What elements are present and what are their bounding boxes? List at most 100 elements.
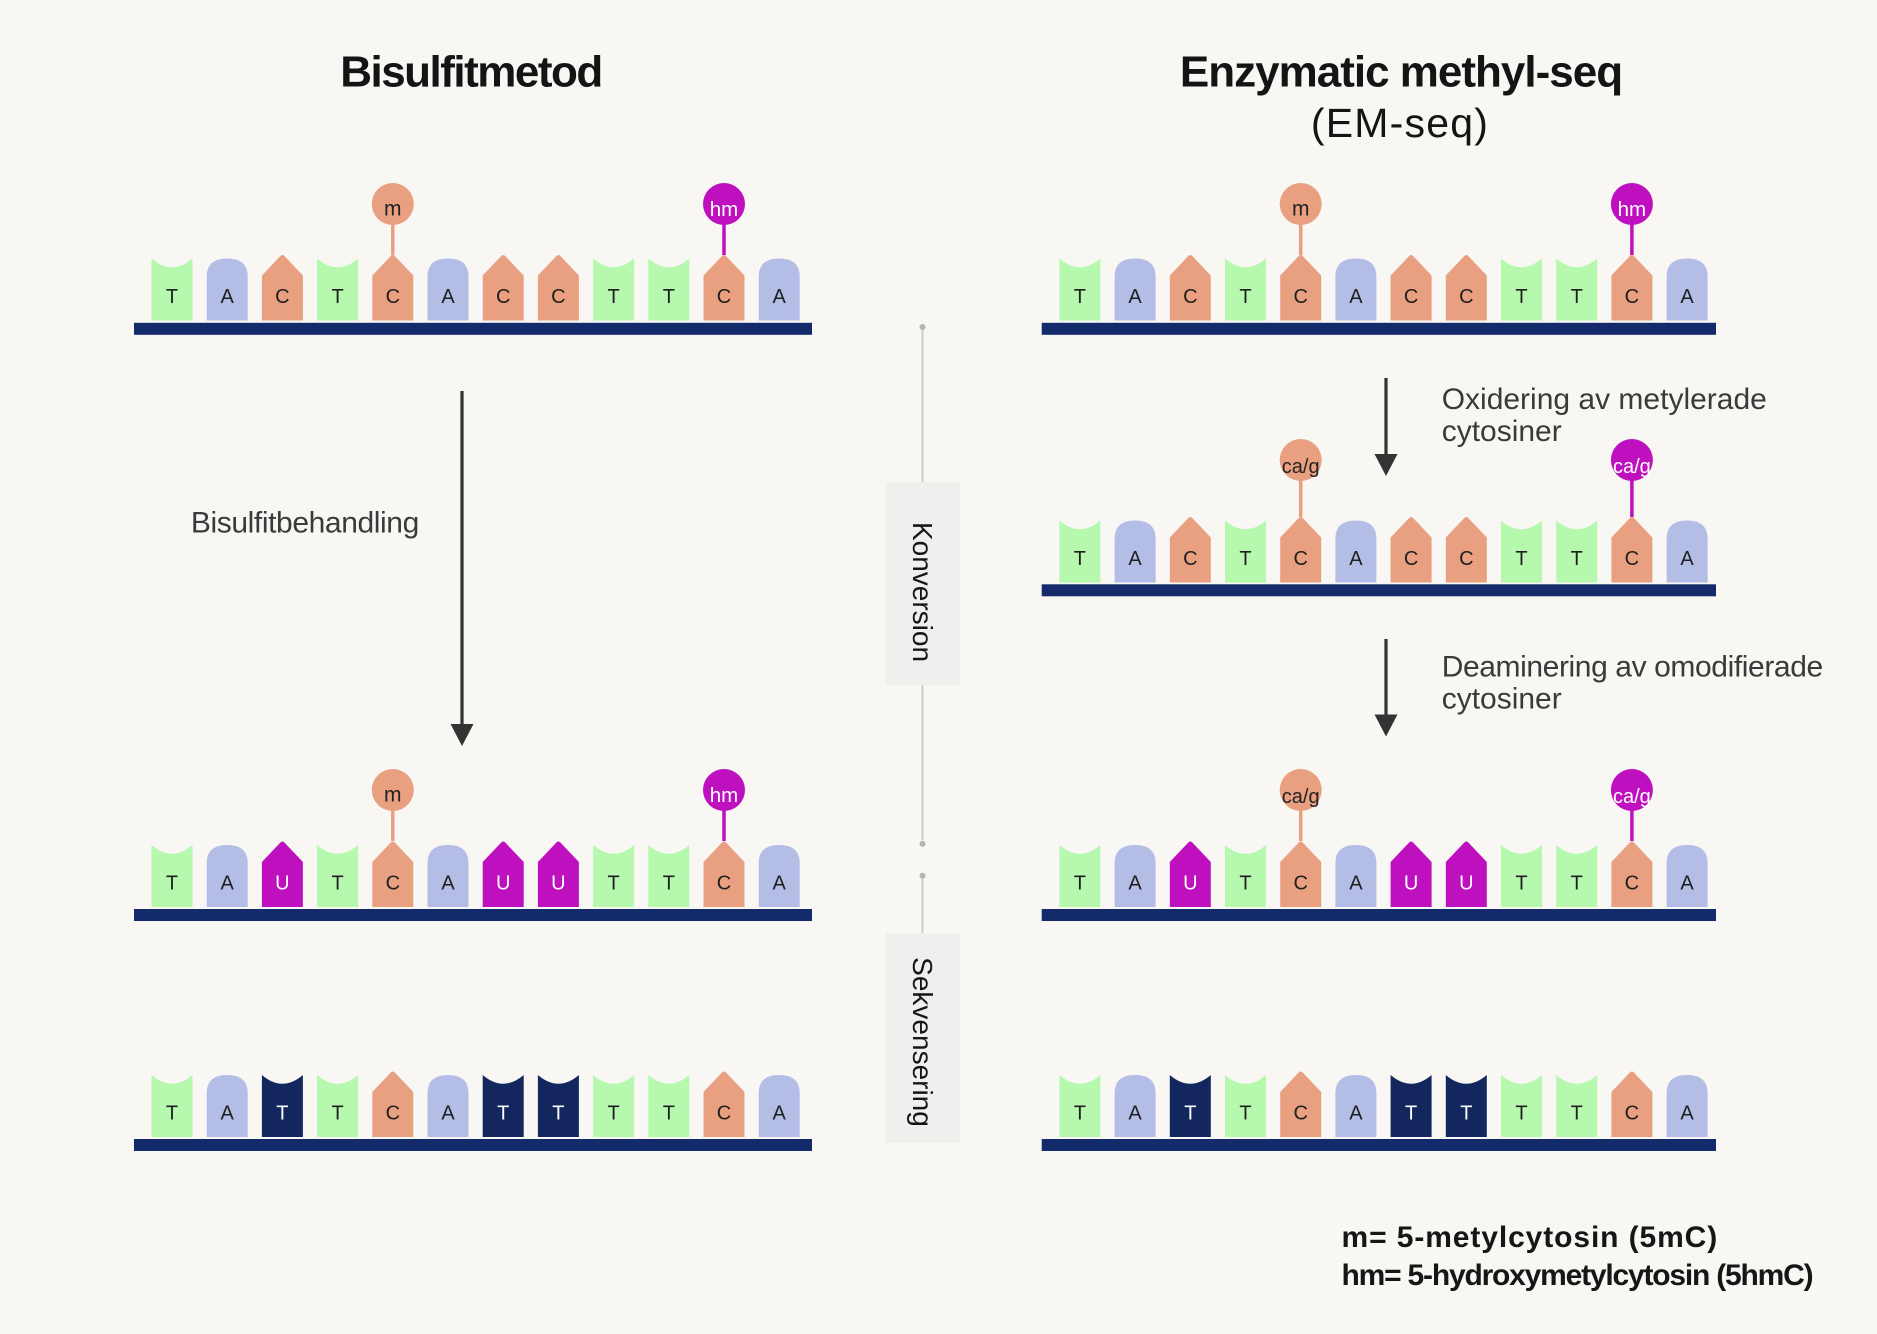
- svg-text:T: T: [1515, 1103, 1527, 1125]
- svg-text:A: A: [221, 286, 235, 308]
- svg-text:A: A: [1349, 873, 1363, 895]
- svg-text:T: T: [331, 1103, 343, 1125]
- svg-text:Bisulfitmetod: Bisulfitmetod: [340, 47, 602, 96]
- svg-text:C: C: [496, 286, 510, 308]
- svg-text:T: T: [663, 873, 675, 895]
- svg-text:T: T: [276, 1103, 288, 1125]
- svg-text:C: C: [551, 286, 565, 308]
- svg-text:Sekvensering: Sekvensering: [907, 957, 938, 1127]
- svg-text:T: T: [607, 286, 619, 308]
- svg-text:T: T: [166, 1103, 178, 1125]
- svg-text:A: A: [1680, 873, 1694, 895]
- svg-text:C: C: [1459, 548, 1473, 570]
- svg-text:C: C: [1293, 873, 1307, 895]
- svg-text:T: T: [1239, 873, 1251, 895]
- svg-text:cytosiner: cytosiner: [1442, 415, 1562, 448]
- svg-text:T: T: [331, 873, 343, 895]
- svg-text:cytosiner: cytosiner: [1442, 682, 1562, 715]
- svg-text:A: A: [1680, 1103, 1694, 1125]
- svg-text:A: A: [441, 286, 455, 308]
- svg-text:U: U: [275, 873, 289, 895]
- svg-text:T: T: [1571, 1103, 1583, 1125]
- svg-text:hm= 5-hydroxymetylcytosin (5hm: hm= 5-hydroxymetylcytosin (5hmC): [1342, 1259, 1813, 1292]
- svg-text:T: T: [166, 286, 178, 308]
- svg-text:C: C: [386, 1103, 400, 1125]
- svg-text:(EM-seq): (EM-seq): [1311, 100, 1489, 146]
- svg-text:T: T: [552, 1103, 564, 1125]
- svg-text:Enzymatic methyl-seq: Enzymatic methyl-seq: [1180, 47, 1622, 96]
- svg-text:m: m: [384, 198, 402, 221]
- svg-text:hm: hm: [1618, 198, 1646, 221]
- svg-text:A: A: [1128, 1103, 1142, 1125]
- svg-text:C: C: [1625, 286, 1639, 308]
- svg-text:ca/g: ca/g: [1282, 456, 1320, 478]
- svg-text:T: T: [1515, 873, 1527, 895]
- svg-text:T: T: [1515, 548, 1527, 570]
- svg-text:C: C: [1293, 548, 1307, 570]
- svg-text:m: m: [1292, 198, 1310, 221]
- svg-text:A: A: [1128, 548, 1142, 570]
- svg-text:T: T: [1405, 1103, 1417, 1125]
- svg-text:T: T: [663, 286, 675, 308]
- svg-text:C: C: [386, 873, 400, 895]
- svg-text:C: C: [1183, 286, 1197, 308]
- svg-text:A: A: [441, 1103, 455, 1125]
- svg-text:T: T: [607, 873, 619, 895]
- svg-text:C: C: [1625, 548, 1639, 570]
- svg-text:A: A: [1128, 286, 1142, 308]
- svg-text:T: T: [663, 1103, 675, 1125]
- svg-text:ca/g: ca/g: [1282, 786, 1320, 808]
- svg-text:T: T: [497, 1103, 509, 1125]
- svg-text:Bisulfitbehandling: Bisulfitbehandling: [191, 506, 419, 539]
- svg-text:T: T: [1515, 286, 1527, 308]
- svg-text:T: T: [331, 286, 343, 308]
- svg-text:A: A: [1349, 286, 1363, 308]
- svg-text:m: m: [384, 784, 402, 807]
- svg-text:Konversion: Konversion: [907, 522, 938, 662]
- svg-text:A: A: [1128, 873, 1142, 895]
- svg-text:C: C: [1459, 286, 1473, 308]
- svg-text:T: T: [1571, 548, 1583, 570]
- svg-text:T: T: [166, 873, 178, 895]
- svg-text:A: A: [441, 873, 455, 895]
- svg-text:Oxidering av metylerade: Oxidering av metylerade: [1442, 383, 1767, 416]
- svg-text:T: T: [1239, 1103, 1251, 1125]
- svg-text:A: A: [221, 1103, 235, 1125]
- svg-text:C: C: [275, 286, 289, 308]
- svg-text:T: T: [607, 1103, 619, 1125]
- svg-text:U: U: [1404, 873, 1418, 895]
- svg-text:C: C: [1293, 1103, 1307, 1125]
- svg-text:hm: hm: [710, 784, 738, 807]
- svg-text:U: U: [551, 873, 565, 895]
- svg-text:A: A: [773, 1103, 787, 1125]
- svg-text:A: A: [1680, 286, 1694, 308]
- svg-text:T: T: [1184, 1103, 1196, 1125]
- svg-text:hm: hm: [710, 198, 738, 221]
- svg-text:A: A: [773, 873, 787, 895]
- svg-text:C: C: [717, 286, 731, 308]
- svg-text:T: T: [1239, 286, 1251, 308]
- svg-text:C: C: [1293, 286, 1307, 308]
- svg-text:T: T: [1239, 548, 1251, 570]
- svg-text:U: U: [1183, 873, 1197, 895]
- svg-text:ca/g: ca/g: [1613, 456, 1651, 478]
- svg-text:ca/g: ca/g: [1613, 786, 1651, 808]
- svg-text:C: C: [386, 286, 400, 308]
- svg-text:C: C: [717, 1103, 731, 1125]
- svg-text:U: U: [496, 873, 510, 895]
- svg-text:A: A: [1680, 548, 1694, 570]
- svg-text:U: U: [1459, 873, 1473, 895]
- svg-text:A: A: [1349, 548, 1363, 570]
- svg-text:A: A: [773, 286, 787, 308]
- svg-text:T: T: [1074, 873, 1086, 895]
- svg-text:C: C: [1625, 1103, 1639, 1125]
- svg-text:T: T: [1571, 873, 1583, 895]
- svg-text:m= 5-metylcytosin (5mC): m= 5-metylcytosin (5mC): [1342, 1221, 1719, 1254]
- svg-text:T: T: [1074, 548, 1086, 570]
- svg-text:A: A: [1349, 1103, 1363, 1125]
- svg-text:T: T: [1571, 286, 1583, 308]
- svg-text:C: C: [1183, 548, 1197, 570]
- svg-text:C: C: [1625, 873, 1639, 895]
- svg-text:T: T: [1074, 1103, 1086, 1125]
- svg-text:T: T: [1460, 1103, 1472, 1125]
